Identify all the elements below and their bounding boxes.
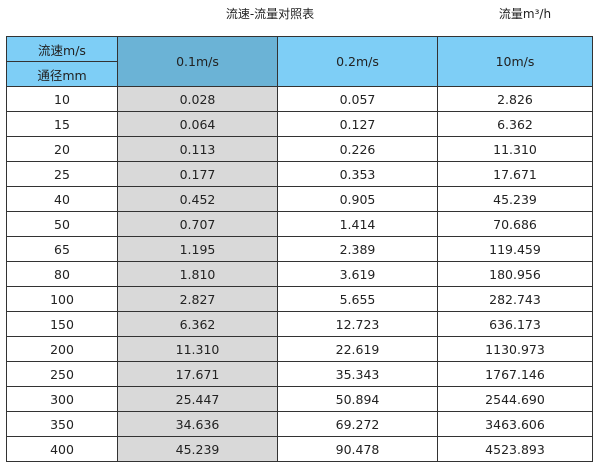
diameter-cell: 100	[6, 286, 118, 312]
flow-cell: 282.743	[437, 286, 593, 312]
flow-cell: 25.447	[117, 386, 278, 412]
flow-cell: 0.226	[277, 136, 438, 162]
flow-cell: 2.827	[117, 286, 278, 312]
flow-cell: 17.671	[437, 161, 593, 187]
table-row: 15 0.064 0.127 6.362	[6, 111, 593, 137]
flow-cell: 5.655	[277, 286, 438, 312]
table-row: 150 6.362 12.723 636.173	[6, 311, 593, 337]
flow-cell: 45.239	[437, 186, 593, 212]
velocity-header: 流速m/s	[6, 36, 118, 62]
diameter-cell: 150	[6, 311, 118, 337]
flow-cell: 2544.690	[437, 386, 593, 412]
flow-cell: 0.177	[117, 161, 278, 187]
flow-cell: 11.310	[117, 336, 278, 362]
flow-cell: 180.956	[437, 261, 593, 287]
flow-cell: 1.414	[277, 211, 438, 237]
flow-cell: 1.810	[117, 261, 278, 287]
flow-cell: 1.195	[117, 236, 278, 262]
flow-cell: 34.636	[117, 411, 278, 437]
flow-cell: 0.064	[117, 111, 278, 137]
diameter-cell: 80	[6, 261, 118, 287]
column-header: 0.2m/s	[277, 36, 438, 87]
flow-cell: 17.671	[117, 361, 278, 387]
table-row: 350 34.636 69.272 3463.606	[6, 411, 593, 437]
flow-cell: 2.826	[437, 86, 593, 112]
flow-cell: 1767.146	[437, 361, 593, 387]
flow-cell: 6.362	[117, 311, 278, 337]
flow-cell: 3.619	[277, 261, 438, 287]
flow-cell: 22.619	[277, 336, 438, 362]
diameter-cell: 300	[6, 386, 118, 412]
column-header: 10m/s	[437, 36, 593, 87]
flow-cell: 6.362	[437, 111, 593, 137]
diameter-cell: 20	[6, 136, 118, 162]
flow-cell: 11.310	[437, 136, 593, 162]
flow-cell: 0.057	[277, 86, 438, 112]
flow-cell: 2.389	[277, 236, 438, 262]
flow-cell: 70.686	[437, 211, 593, 237]
flow-cell: 3463.606	[437, 411, 593, 437]
flow-cell: 0.452	[117, 186, 278, 212]
diameter-cell: 50	[6, 211, 118, 237]
diameter-cell: 250	[6, 361, 118, 387]
flow-cell: 0.028	[117, 86, 278, 112]
flow-cell: 12.723	[277, 311, 438, 337]
header-row: 通径mm	[6, 61, 593, 87]
diameter-cell: 200	[6, 336, 118, 362]
table-row: 50 0.707 1.414 70.686	[6, 211, 593, 237]
flow-cell: 0.707	[117, 211, 278, 237]
flow-cell: 0.353	[277, 161, 438, 187]
flow-cell: 0.905	[277, 186, 438, 212]
table-row: 25 0.177 0.353 17.671	[6, 161, 593, 187]
diameter-cell: 40	[6, 186, 118, 212]
flow-cell: 636.173	[437, 311, 593, 337]
table-row: 80 1.810 3.619 180.956	[6, 261, 593, 287]
table-row: 100 2.827 5.655 282.743	[6, 286, 593, 312]
diameter-cell: 400	[6, 436, 118, 462]
table-title: 流速-流量对照表	[225, 7, 315, 21]
column-header: 0.1m/s	[117, 36, 278, 87]
diameter-cell: 350	[6, 411, 118, 437]
table-row: 250 17.671 35.343 1767.146	[6, 361, 593, 387]
flow-cell: 1130.973	[437, 336, 593, 362]
velocity-flow-table: 流速m/s 0.1m/s 0.2m/s 10m/s 通径mm 10 0.028 0.…	[6, 36, 593, 462]
flow-cell: 50.894	[277, 386, 438, 412]
flow-cell: 4523.893	[437, 436, 593, 462]
flow-cell: 90.478	[277, 436, 438, 462]
flow-cell: 119.459	[437, 236, 593, 262]
header-row: 流速m/s 0.1m/s 0.2m/s 10m/s	[6, 36, 593, 87]
table-row: 300 25.447 50.894 2544.690	[6, 386, 593, 412]
flow-cell: 35.343	[277, 361, 438, 387]
diameter-cell: 10	[6, 86, 118, 112]
table-row: 200 11.310 22.619 1130.973	[6, 336, 593, 362]
table-row: 40 0.452 0.905 45.239	[6, 186, 593, 212]
flow-cell: 69.272	[277, 411, 438, 437]
unit-label: 流量m³/h	[498, 7, 552, 21]
table-row: 10 0.028 0.057 2.826	[6, 86, 593, 112]
diameter-cell: 25	[6, 161, 118, 187]
table-row: 65 1.195 2.389 119.459	[6, 236, 593, 262]
table-row: 400 45.239 90.478 4523.893	[6, 436, 593, 462]
table-row: 20 0.113 0.226 11.310	[6, 136, 593, 162]
diameter-cell: 65	[6, 236, 118, 262]
diameter-cell: 15	[6, 111, 118, 137]
flow-cell: 0.113	[117, 136, 278, 162]
flow-cell: 0.127	[277, 111, 438, 137]
diameter-header: 通径mm	[6, 61, 118, 87]
flow-cell: 45.239	[117, 436, 278, 462]
